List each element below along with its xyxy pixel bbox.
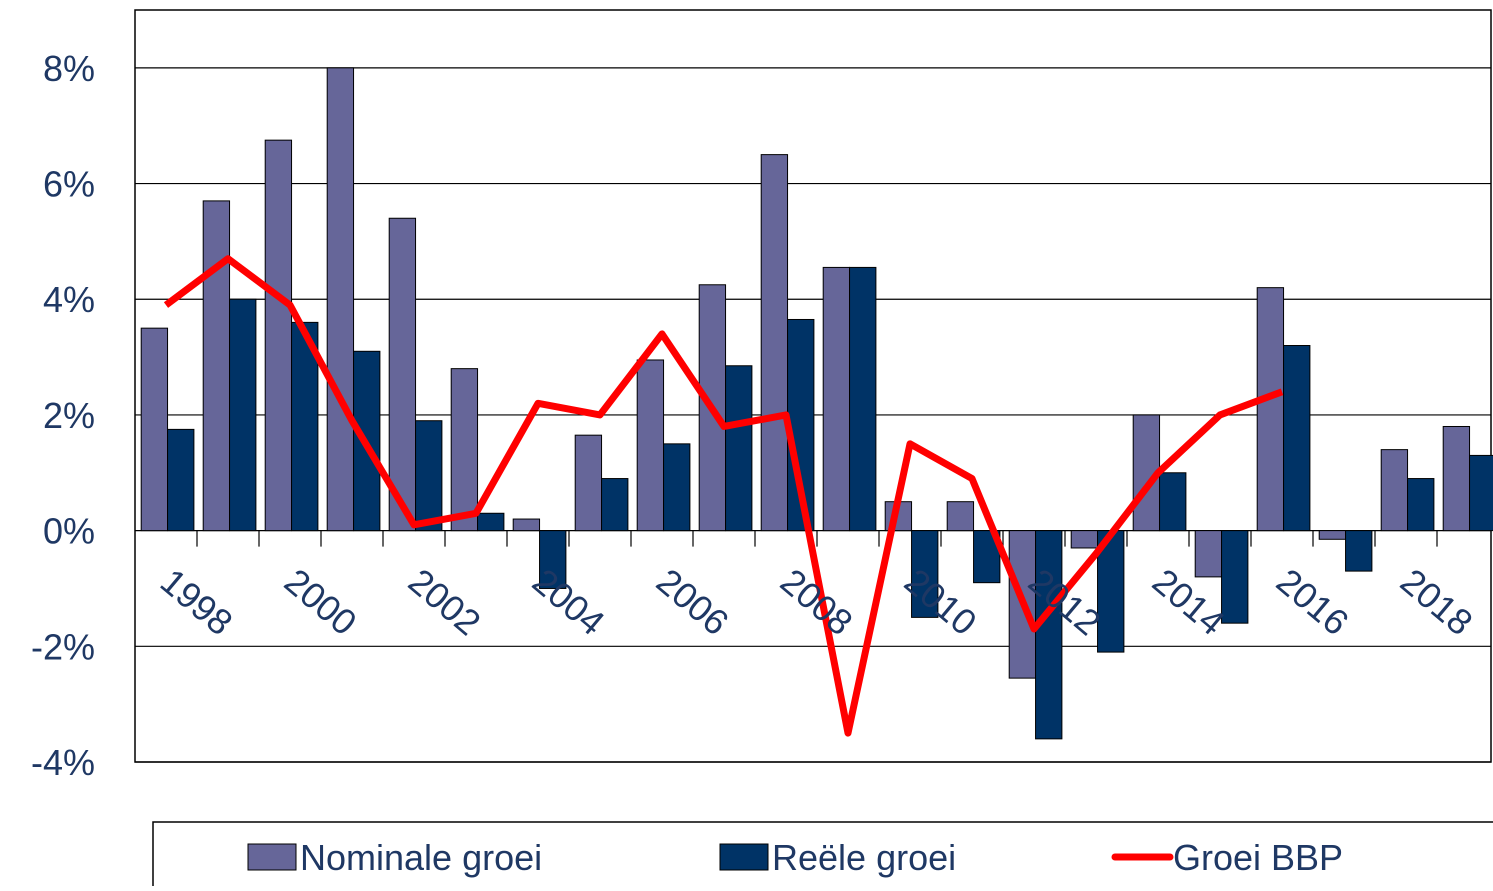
bar (849, 266, 877, 532)
bar (326, 67, 355, 532)
y-tick-label: 6% (43, 164, 95, 205)
bar (601, 478, 629, 532)
bar (663, 443, 691, 532)
bar (512, 518, 541, 532)
line (163, 255, 1284, 737)
x-tick-label: 2018 (1393, 560, 1481, 643)
x-tick-label: 2004 (525, 560, 613, 643)
x-tick-label: 1998 (153, 560, 241, 643)
bar (946, 501, 975, 532)
y-tick-label: 4% (43, 279, 95, 320)
legend-swatch (247, 843, 297, 871)
y-tick-label: -4% (31, 742, 95, 783)
y-tick-label: 2% (43, 395, 95, 436)
bar (477, 512, 505, 532)
bar (1159, 472, 1187, 532)
legend-label: Nominale groei (300, 837, 542, 878)
bar (1442, 425, 1471, 532)
x-tick-label: 2000 (277, 560, 365, 643)
bar (140, 327, 169, 532)
bar (1469, 454, 1493, 532)
x-tick-label: 2006 (649, 560, 737, 643)
bar (1132, 414, 1161, 532)
bar (1407, 478, 1435, 532)
legend-label: Reële groei (772, 837, 956, 878)
legend-swatch (719, 843, 769, 871)
bar (167, 428, 195, 532)
bar (822, 266, 851, 532)
bar (1070, 530, 1099, 549)
bar (388, 217, 417, 532)
bar (574, 434, 603, 532)
bar (1380, 449, 1409, 532)
y-tick-label: 8% (43, 48, 95, 89)
legend-label: Groei BBP (1173, 837, 1343, 878)
bar (760, 154, 789, 532)
bar (1221, 530, 1249, 624)
legend-box (152, 821, 1493, 891)
bar (1256, 287, 1285, 532)
y-tick-label: -2% (31, 626, 95, 667)
bar (202, 200, 231, 532)
x-tick-label: 2002 (401, 560, 489, 643)
bar (450, 368, 479, 532)
bar (229, 298, 257, 532)
bar (1283, 345, 1311, 532)
bar (291, 321, 319, 532)
bar (539, 530, 567, 589)
bar (636, 359, 665, 532)
bar (1194, 530, 1223, 578)
bar (1345, 530, 1373, 572)
bar (1035, 530, 1063, 740)
bar (264, 139, 293, 532)
x-tick-label: 2010 (897, 560, 985, 643)
bar (415, 420, 443, 532)
bar (911, 530, 939, 618)
bar (725, 365, 753, 532)
x-tick-label: 2016 (1269, 560, 1357, 643)
y-tick-label: 0% (43, 511, 95, 552)
bar (1318, 530, 1347, 540)
